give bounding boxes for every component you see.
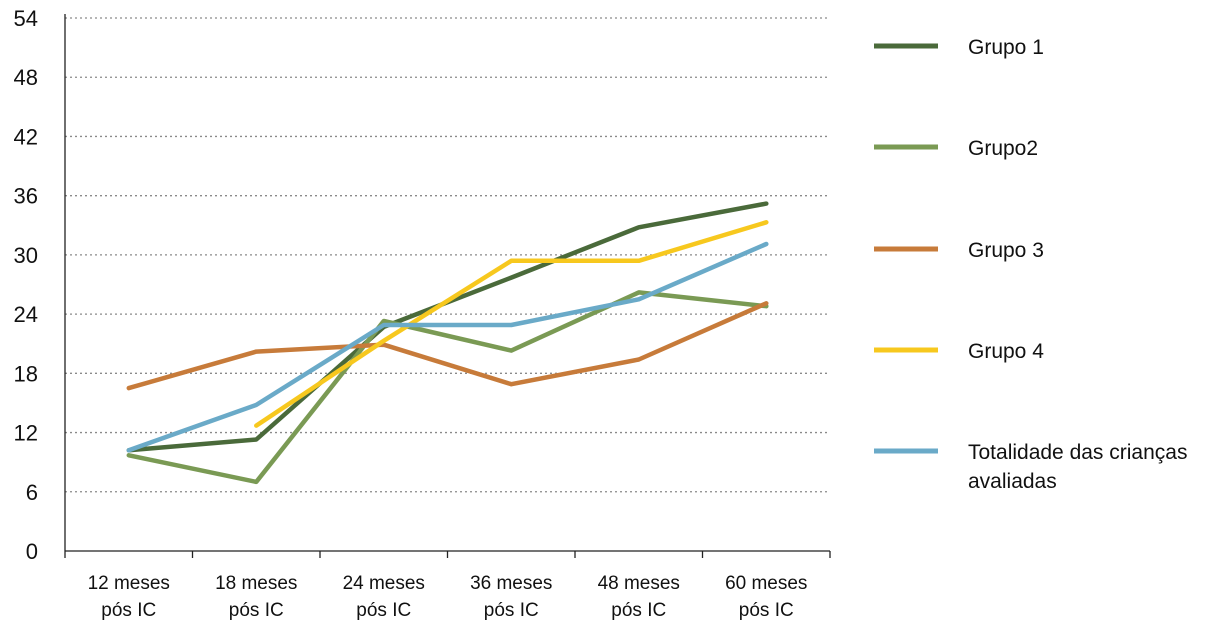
y-tick-label: 18 xyxy=(14,361,38,386)
x-axis-ticks: 12 meses pós IC 18 meses pós IC 24 meses pós … xyxy=(88,573,808,621)
x-tick-label: 60 meses pós IC xyxy=(725,573,807,621)
legend-label: Grupo 3 xyxy=(968,239,1044,262)
x-tick-label: 12 meses pós IC xyxy=(88,573,170,621)
y-tick-label: 6 xyxy=(26,480,38,505)
series-line-5 xyxy=(126,241,769,453)
axes xyxy=(64,14,831,558)
y-tick-label: 54 xyxy=(14,6,38,31)
x-tick-label: 18 meses pós IC xyxy=(215,573,297,621)
legend-label: Grupo 4 xyxy=(968,340,1044,363)
x-tick-label: 48 meses pós IC xyxy=(598,573,680,621)
x-tick-label: 24 meses pós IC xyxy=(343,573,425,621)
y-axis-ticks: 0 6 12 18 24 30 36 42 48 54 xyxy=(14,6,38,564)
series-line-2 xyxy=(126,290,769,485)
series-line-3 xyxy=(126,301,769,391)
y-tick-label: 30 xyxy=(14,243,38,268)
x-tick-label: 36 meses pós IC xyxy=(470,573,552,621)
legend-label: Totalidade das crianças avaliadas xyxy=(968,441,1187,493)
series-lines xyxy=(126,201,769,485)
series-line-4 xyxy=(254,220,769,428)
legend-label: Grupo 1 xyxy=(968,36,1044,59)
y-tick-label: 42 xyxy=(14,124,38,149)
legend: Grupo 1 Grupo2 Grupo 3 Grupo 4 Totalidade da… xyxy=(874,36,1187,493)
y-tick-label: 0 xyxy=(26,539,38,564)
y-tick-label: 12 xyxy=(14,421,38,446)
legend-label: Grupo2 xyxy=(968,137,1038,160)
y-tick-label: 36 xyxy=(14,184,38,209)
y-tick-label: 24 xyxy=(14,302,38,327)
y-tick-label: 48 xyxy=(14,65,38,90)
gridlines xyxy=(65,17,830,493)
